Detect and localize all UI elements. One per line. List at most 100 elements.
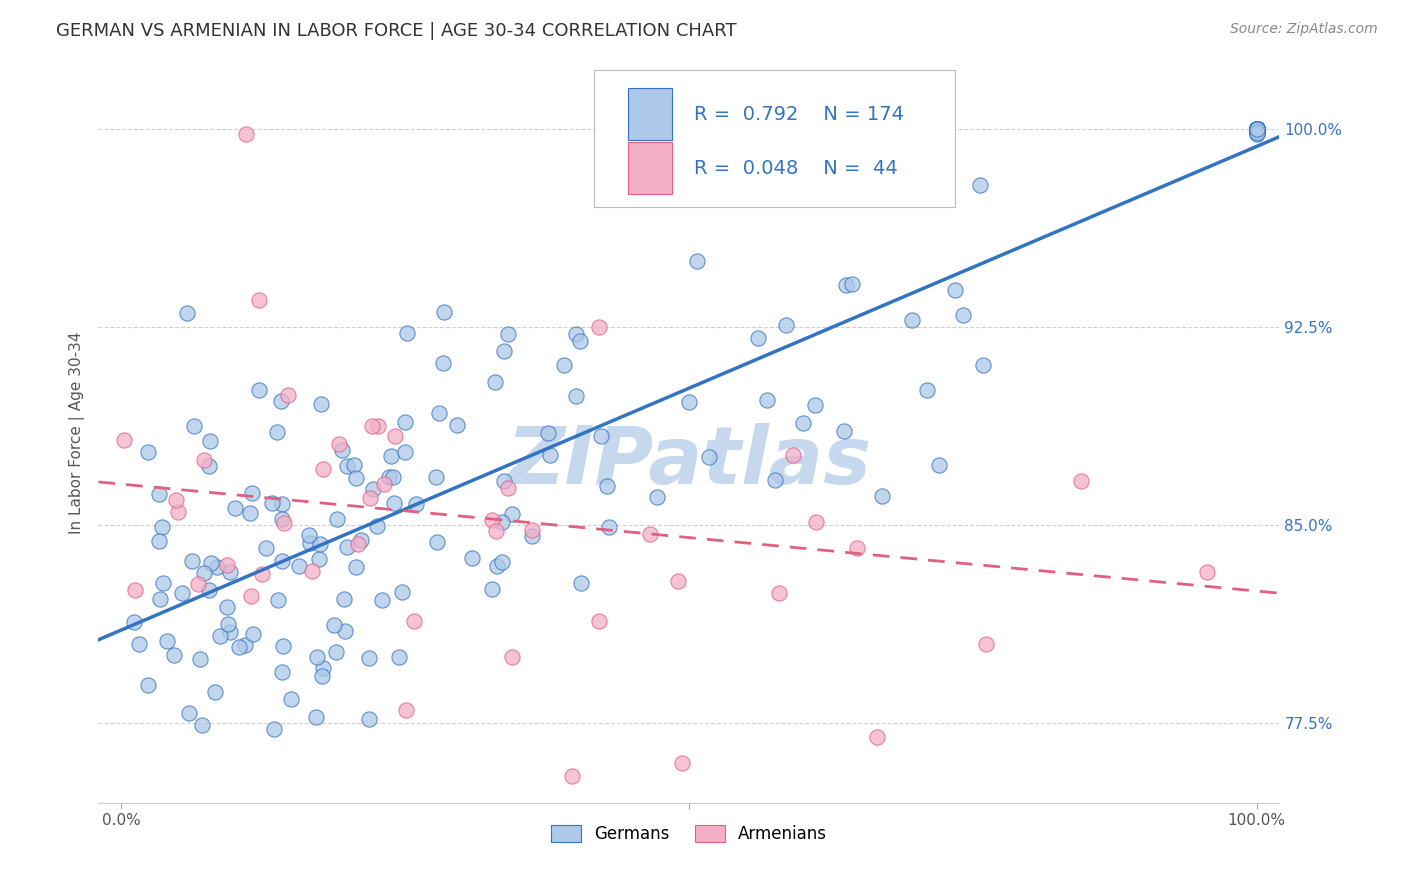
Point xyxy=(367,419,389,434)
Point xyxy=(224,501,246,516)
Point xyxy=(915,383,938,397)
Point xyxy=(678,395,700,409)
Point xyxy=(382,496,405,510)
Point xyxy=(395,326,418,341)
Point xyxy=(183,418,205,433)
Point xyxy=(163,648,186,662)
Point xyxy=(266,425,288,439)
Point xyxy=(170,586,193,600)
Point xyxy=(344,471,367,485)
Point xyxy=(501,650,523,665)
Point xyxy=(271,639,294,653)
Point xyxy=(312,462,335,476)
Point xyxy=(845,541,868,555)
Point xyxy=(841,277,863,291)
Point xyxy=(1246,122,1268,136)
Point xyxy=(768,586,790,600)
Point xyxy=(1070,474,1092,488)
Point xyxy=(486,558,509,573)
Point xyxy=(325,645,347,659)
Point xyxy=(591,429,613,443)
Point xyxy=(277,388,299,402)
Point xyxy=(247,293,270,308)
Point xyxy=(378,470,401,484)
Point xyxy=(166,505,188,519)
Point xyxy=(309,396,332,410)
Point xyxy=(308,552,330,566)
Point xyxy=(568,334,591,349)
Point xyxy=(426,535,449,549)
Point xyxy=(461,551,484,566)
Point xyxy=(270,497,292,511)
Point xyxy=(136,678,159,692)
Point xyxy=(537,425,560,440)
Point xyxy=(193,453,215,467)
Point xyxy=(359,491,381,505)
Point xyxy=(215,558,238,573)
Point xyxy=(565,389,588,403)
Point xyxy=(671,756,693,771)
Point xyxy=(266,593,288,607)
Point xyxy=(491,515,513,529)
Point xyxy=(394,415,416,429)
Point xyxy=(1246,121,1268,136)
Point xyxy=(235,127,257,141)
Point xyxy=(165,493,187,508)
Point xyxy=(588,614,610,628)
Point xyxy=(1246,124,1268,138)
Point xyxy=(357,712,380,726)
Text: R =  0.048    N =  44: R = 0.048 N = 44 xyxy=(693,159,897,178)
Point xyxy=(520,523,543,537)
Point xyxy=(1246,121,1268,136)
Point xyxy=(198,458,221,473)
Legend: Germans, Armenians: Germans, Armenians xyxy=(544,819,834,850)
Point xyxy=(870,489,893,503)
Point xyxy=(1246,123,1268,137)
Point xyxy=(187,577,209,591)
Point xyxy=(1246,121,1268,136)
Point xyxy=(1246,121,1268,136)
Point xyxy=(136,444,159,458)
Text: ZIPatlas: ZIPatlas xyxy=(506,423,872,501)
Point xyxy=(1246,121,1268,136)
Point xyxy=(1246,124,1268,138)
Point xyxy=(1246,125,1268,139)
Point xyxy=(254,541,277,555)
Point xyxy=(333,624,356,638)
Point xyxy=(1246,121,1268,136)
Point xyxy=(756,392,779,407)
Point xyxy=(1246,128,1268,142)
Point xyxy=(835,278,858,293)
Point xyxy=(301,564,323,578)
Point xyxy=(1246,126,1268,140)
Point xyxy=(270,665,292,680)
Point xyxy=(336,458,359,473)
Point xyxy=(328,437,350,451)
Point xyxy=(217,616,239,631)
Point xyxy=(394,444,416,458)
Point xyxy=(945,283,967,297)
Point xyxy=(370,592,392,607)
Point xyxy=(699,450,721,464)
Point xyxy=(188,652,211,666)
Point xyxy=(405,497,427,511)
Point xyxy=(347,537,370,551)
Point xyxy=(198,434,221,448)
Point xyxy=(402,614,425,628)
Point xyxy=(176,306,198,320)
Point xyxy=(686,254,709,268)
Point xyxy=(280,691,302,706)
Point xyxy=(969,178,991,193)
Point xyxy=(326,511,349,525)
Point xyxy=(177,706,200,720)
Point xyxy=(309,537,332,551)
Point xyxy=(307,649,329,664)
Point xyxy=(360,418,382,433)
Point xyxy=(492,344,515,359)
Point xyxy=(446,418,468,433)
Point xyxy=(247,383,270,397)
Text: R =  0.792    N = 174: R = 0.792 N = 174 xyxy=(693,104,904,124)
Point xyxy=(588,319,610,334)
Point xyxy=(1246,121,1268,136)
Point xyxy=(299,536,322,550)
